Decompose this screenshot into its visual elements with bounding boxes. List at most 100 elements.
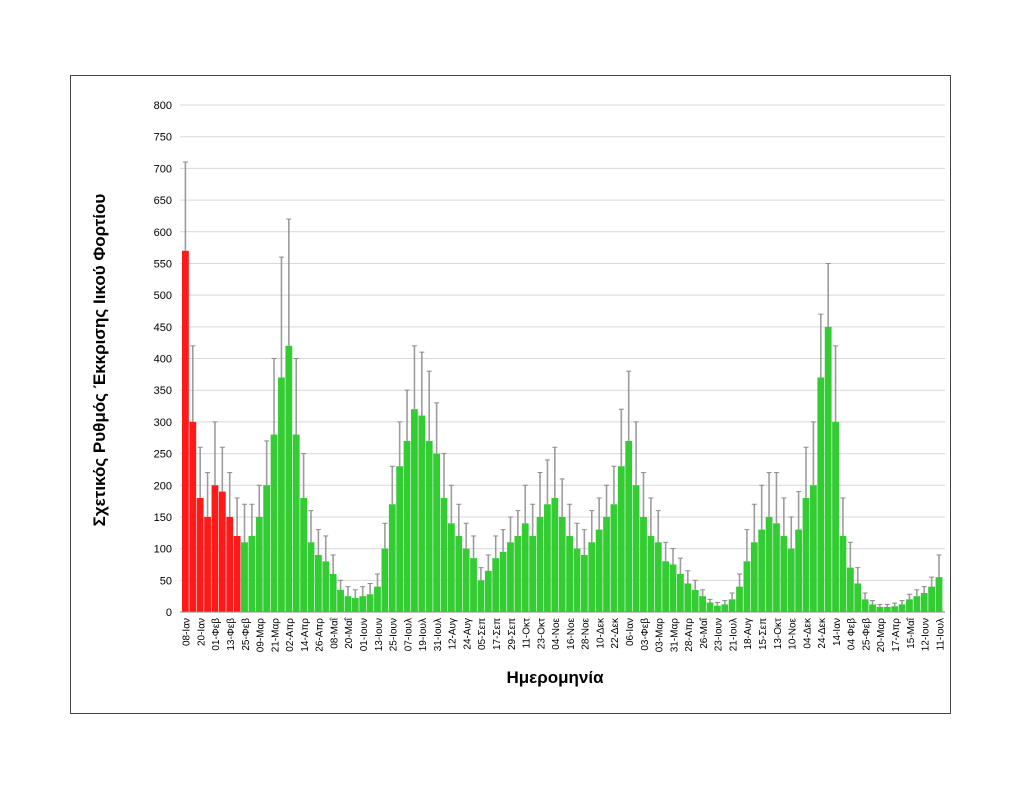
bar	[669, 564, 677, 612]
x-tick-label: 08-Μαΐ	[328, 617, 340, 649]
bar	[580, 554, 588, 612]
bar	[344, 596, 352, 612]
x-tick-label: 28-Απρ	[684, 618, 695, 652]
bar	[706, 602, 714, 612]
bar	[684, 583, 692, 612]
x-tick-label: 23-Ιουν	[714, 618, 725, 651]
bar	[477, 580, 485, 612]
bar	[521, 523, 529, 612]
x-tick-label: 21-Μαρ	[270, 618, 281, 653]
y-tick-label: 150	[154, 512, 172, 524]
x-tick-label: 04 Φεβ	[847, 618, 858, 650]
bar	[802, 497, 810, 612]
bar	[743, 561, 751, 612]
x-tick-label: 02-Απρ	[285, 618, 296, 652]
x-tick-label: 03-Μαρ	[655, 618, 666, 653]
bar	[640, 516, 647, 612]
y-tick-label: 600	[154, 227, 172, 239]
y-tick-label: 100	[154, 544, 172, 556]
y-tick-label: 200	[154, 480, 172, 492]
x-tick-label: 24-Αυγ	[462, 618, 473, 650]
bar	[721, 604, 729, 612]
bar	[765, 516, 773, 612]
bar	[204, 516, 211, 612]
y-tick-label: 550	[154, 258, 172, 270]
x-tick-label: 13-Φεβ	[226, 618, 237, 651]
bar	[891, 606, 899, 612]
bar	[470, 558, 477, 612]
bar	[484, 570, 492, 612]
bar	[300, 497, 308, 612]
bar	[846, 567, 854, 612]
bar	[263, 485, 271, 612]
x-tick-label: 17-Σεπ	[492, 618, 503, 650]
bar	[218, 491, 226, 612]
x-tick-label: 25-Φεβ	[861, 618, 872, 651]
x-tick-label: 09-Μαρ	[256, 618, 267, 653]
x-tick-label: 31-Ιουλ	[433, 618, 444, 651]
x-tick-label: 23-Οκτ	[536, 618, 547, 649]
bar	[883, 606, 891, 612]
x-tick-label: 29-Σεπ	[507, 618, 518, 650]
bar	[736, 586, 743, 612]
bar	[329, 573, 337, 612]
x-axis-label: Ημερομηνία	[506, 668, 604, 687]
x-tick-label: 03-Φεβ	[640, 618, 651, 651]
bar	[654, 542, 662, 612]
x-tick-label: 26-Μαΐ	[698, 617, 710, 649]
y-tick-label: 400	[154, 354, 172, 366]
bar	[906, 599, 913, 612]
x-tick-label: 14-Απρ	[300, 618, 311, 652]
bar	[832, 421, 839, 612]
bar	[322, 561, 330, 612]
bar	[854, 583, 862, 612]
bar	[699, 596, 706, 612]
bar	[750, 542, 758, 612]
bar	[617, 466, 625, 612]
bar	[189, 421, 197, 612]
bar	[536, 516, 544, 612]
bar	[455, 535, 463, 612]
x-tick-label: 17-Απρ	[891, 618, 902, 652]
bar	[610, 504, 618, 612]
bar	[381, 548, 389, 612]
bar	[285, 345, 293, 612]
bar	[403, 440, 411, 612]
x-tick-label: 12-Αυγ	[448, 618, 459, 650]
x-tick-label: 15-Σεπ	[758, 618, 769, 650]
x-tick-label: 20-Μαΐ	[343, 617, 355, 649]
bar	[337, 589, 344, 612]
y-axis-label: Σχετικός Ρυθμός Έκκρισης Ιικού Φορτίου	[90, 193, 109, 527]
x-tick-label: 24-Δεκ	[817, 617, 828, 649]
bar	[411, 409, 418, 612]
bar	[440, 497, 448, 612]
bar	[839, 535, 847, 612]
bar	[366, 594, 374, 612]
x-tick-label: 20-Ιαν	[196, 618, 207, 646]
bar	[632, 485, 640, 612]
y-tick-label: 800	[154, 100, 172, 112]
bar	[773, 523, 780, 612]
bar	[595, 529, 603, 612]
bar	[182, 250, 189, 612]
x-tick-label: 26-Απρ	[315, 618, 326, 652]
bar	[433, 453, 440, 612]
bar	[625, 440, 633, 612]
bar	[795, 529, 803, 612]
x-tick-label: 13-Οκτ	[773, 618, 784, 649]
bar	[418, 415, 426, 612]
x-tick-label: 05-Σεπ	[477, 618, 488, 650]
bar	[920, 592, 928, 612]
y-tick-label: 750	[154, 132, 172, 144]
bar	[196, 497, 204, 612]
x-tick-label: 14-Ιαν	[832, 618, 843, 646]
x-tick-label: 10-Νοε	[788, 617, 799, 649]
x-tick-label: 15-Μαΐ	[905, 617, 917, 649]
bar	[425, 440, 433, 612]
bar	[544, 504, 551, 612]
bar	[935, 577, 943, 612]
bar	[787, 548, 795, 612]
bar	[573, 548, 581, 612]
y-tick-label: 650	[154, 195, 172, 207]
bar	[558, 516, 566, 612]
